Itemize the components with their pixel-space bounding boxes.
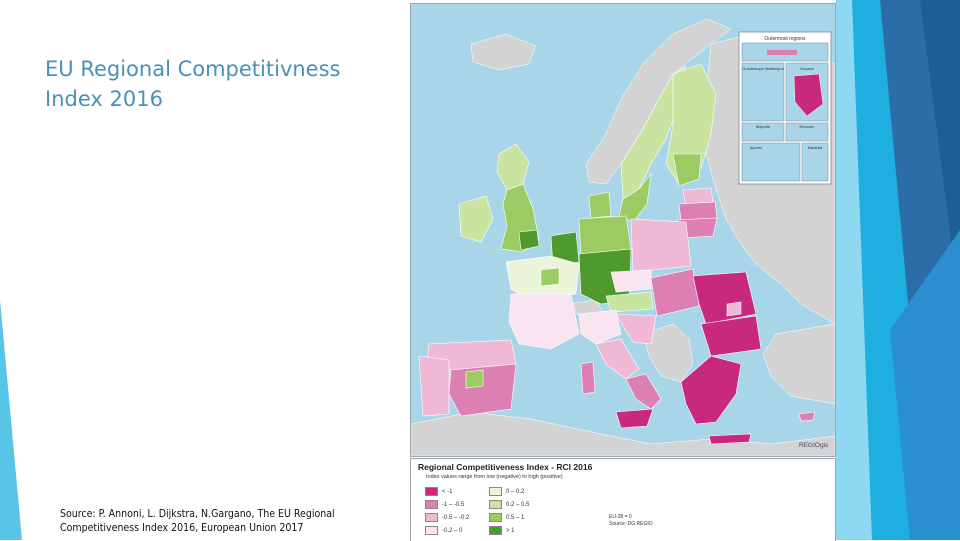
legend-item: 0.2 – 0.5 [489, 500, 539, 509]
poland-region [630, 218, 692, 273]
estonia-region [682, 187, 714, 205]
right-stripe-light [836, 0, 880, 540]
madrid-region [465, 369, 484, 389]
legend-title: Regional Competitiveness Index - RCI 201… [418, 462, 593, 472]
map-credit: REGIOgis [799, 442, 829, 449]
inset-canarias-islands [767, 50, 797, 55]
legend-item: 0 – 0.2 [489, 487, 539, 496]
legend-swatch [489, 513, 502, 522]
legend-label: -0.2 – 0 [442, 527, 463, 534]
legend-subtitle: Index values range from low (negative) t… [426, 474, 563, 480]
legend-item: 0.5 – 1 [489, 513, 539, 522]
right-stripe-deep [920, 0, 960, 310]
france-south-region [508, 293, 580, 350]
slide-title: EU Regional Competitivness Index 2016 [45, 57, 341, 111]
italy-south-region [625, 373, 662, 410]
inset-guyane-label: Guyane [800, 66, 815, 71]
inset-mayotte [741, 122, 785, 142]
slovenia-croatia-region [615, 313, 657, 345]
inset-group-label: Outermost regions [764, 36, 806, 42]
guyane-region [793, 73, 824, 117]
legend-swatch [425, 500, 438, 509]
london-region [518, 229, 540, 251]
legend-label: > 1 [506, 527, 515, 534]
legend-swatch [489, 526, 502, 535]
sicily-region [615, 408, 654, 429]
legend-label: 0.5 – 1 [506, 514, 525, 521]
legend-item: -0.2 – 0 [425, 526, 475, 535]
iceland-land [470, 33, 537, 71]
austria-region [605, 291, 654, 313]
greece-region [680, 355, 742, 425]
inset-madeira [801, 142, 829, 182]
benelux-region [550, 231, 580, 267]
legend-item: -1 – -0.5 [425, 500, 475, 509]
germany-north-region [578, 215, 632, 255]
right-stripe-mid [852, 0, 940, 540]
legend-label: -1 – -0.5 [442, 501, 465, 508]
europe-map: Outermost regions Guadeloupe Martinique … [410, 3, 836, 457]
legend-swatch [425, 526, 438, 535]
ireland-region [458, 195, 494, 243]
balkans-non-eu [642, 323, 694, 383]
legend-eu-average: EU-28 = 0 [609, 514, 632, 520]
inset-acores-label: Açores [750, 145, 762, 150]
slovakia-hungary-region [650, 268, 700, 317]
italy-centre-region [595, 338, 640, 380]
source-citation: Source: P. Annoni, L. Dijkstra, N.Gargan… [60, 508, 335, 534]
legend-notes: EU-28 = 0 Source: DG REGIO [609, 514, 653, 528]
crete-region [708, 433, 752, 445]
portugal-region [418, 355, 450, 417]
legend-item: > 1 [489, 526, 539, 535]
legend-swatch [489, 487, 502, 496]
legend-swatch [489, 500, 502, 509]
right-stripe-accent [890, 230, 960, 540]
inset-madeira-label: Madeira [808, 145, 823, 150]
latvia-region [678, 201, 718, 221]
inset-acores [741, 142, 801, 182]
legend-swatch [425, 513, 438, 522]
right-stripe-dark [880, 0, 960, 540]
legend-label: 0 – 0.2 [506, 488, 525, 495]
sardinia-region [580, 361, 596, 395]
legend-column-negative: < -1 -1 – -0.5 -0.5 – -0.2 -0.2 – 0 [425, 487, 475, 535]
bucharest-region [726, 301, 742, 317]
legend-item: -0.5 – -0.2 [425, 513, 475, 522]
inset-reunion-label: Réunion [800, 124, 815, 129]
legend-label: -0.5 – -0.2 [442, 514, 470, 521]
inset-guadeloupe [741, 62, 785, 122]
map-legend: Regional Competitiveness Index - RCI 201… [410, 458, 836, 541]
cyprus-region [798, 411, 816, 422]
map-canvas: Outermost regions Guadeloupe Martinique … [411, 4, 835, 456]
legend-column-positive: 0 – 0.2 0.2 – 0.5 0.5 – 1 > 1 [489, 487, 539, 535]
legend-item: < -1 [425, 487, 475, 496]
czech-region [610, 269, 652, 293]
sweden-south-region [618, 172, 652, 223]
turkey-land [762, 323, 835, 405]
legend-swatch [425, 487, 438, 496]
outermost-regions-insets: Outermost regions Guadeloupe Martinique … [738, 31, 832, 185]
inset-reunion [785, 122, 829, 142]
bulgaria-region [700, 315, 762, 357]
legend-source: Source: DG REGIO [609, 521, 653, 527]
finland-south-region [672, 153, 702, 187]
italy-north-region [578, 309, 622, 345]
inset-mayotte-label: Mayotte [756, 124, 771, 129]
left-stripe [0, 300, 22, 540]
inset-guadeloupe-label: Guadeloupe Martinique [742, 66, 784, 71]
legend-columns: < -1 -1 – -0.5 -0.5 – -0.2 -0.2 – 0 0 – … [425, 487, 539, 535]
legend-label: < -1 [442, 488, 453, 495]
paris-region [540, 267, 560, 287]
legend-label: 0.2 – 0.5 [506, 501, 530, 508]
denmark-region [588, 191, 612, 219]
